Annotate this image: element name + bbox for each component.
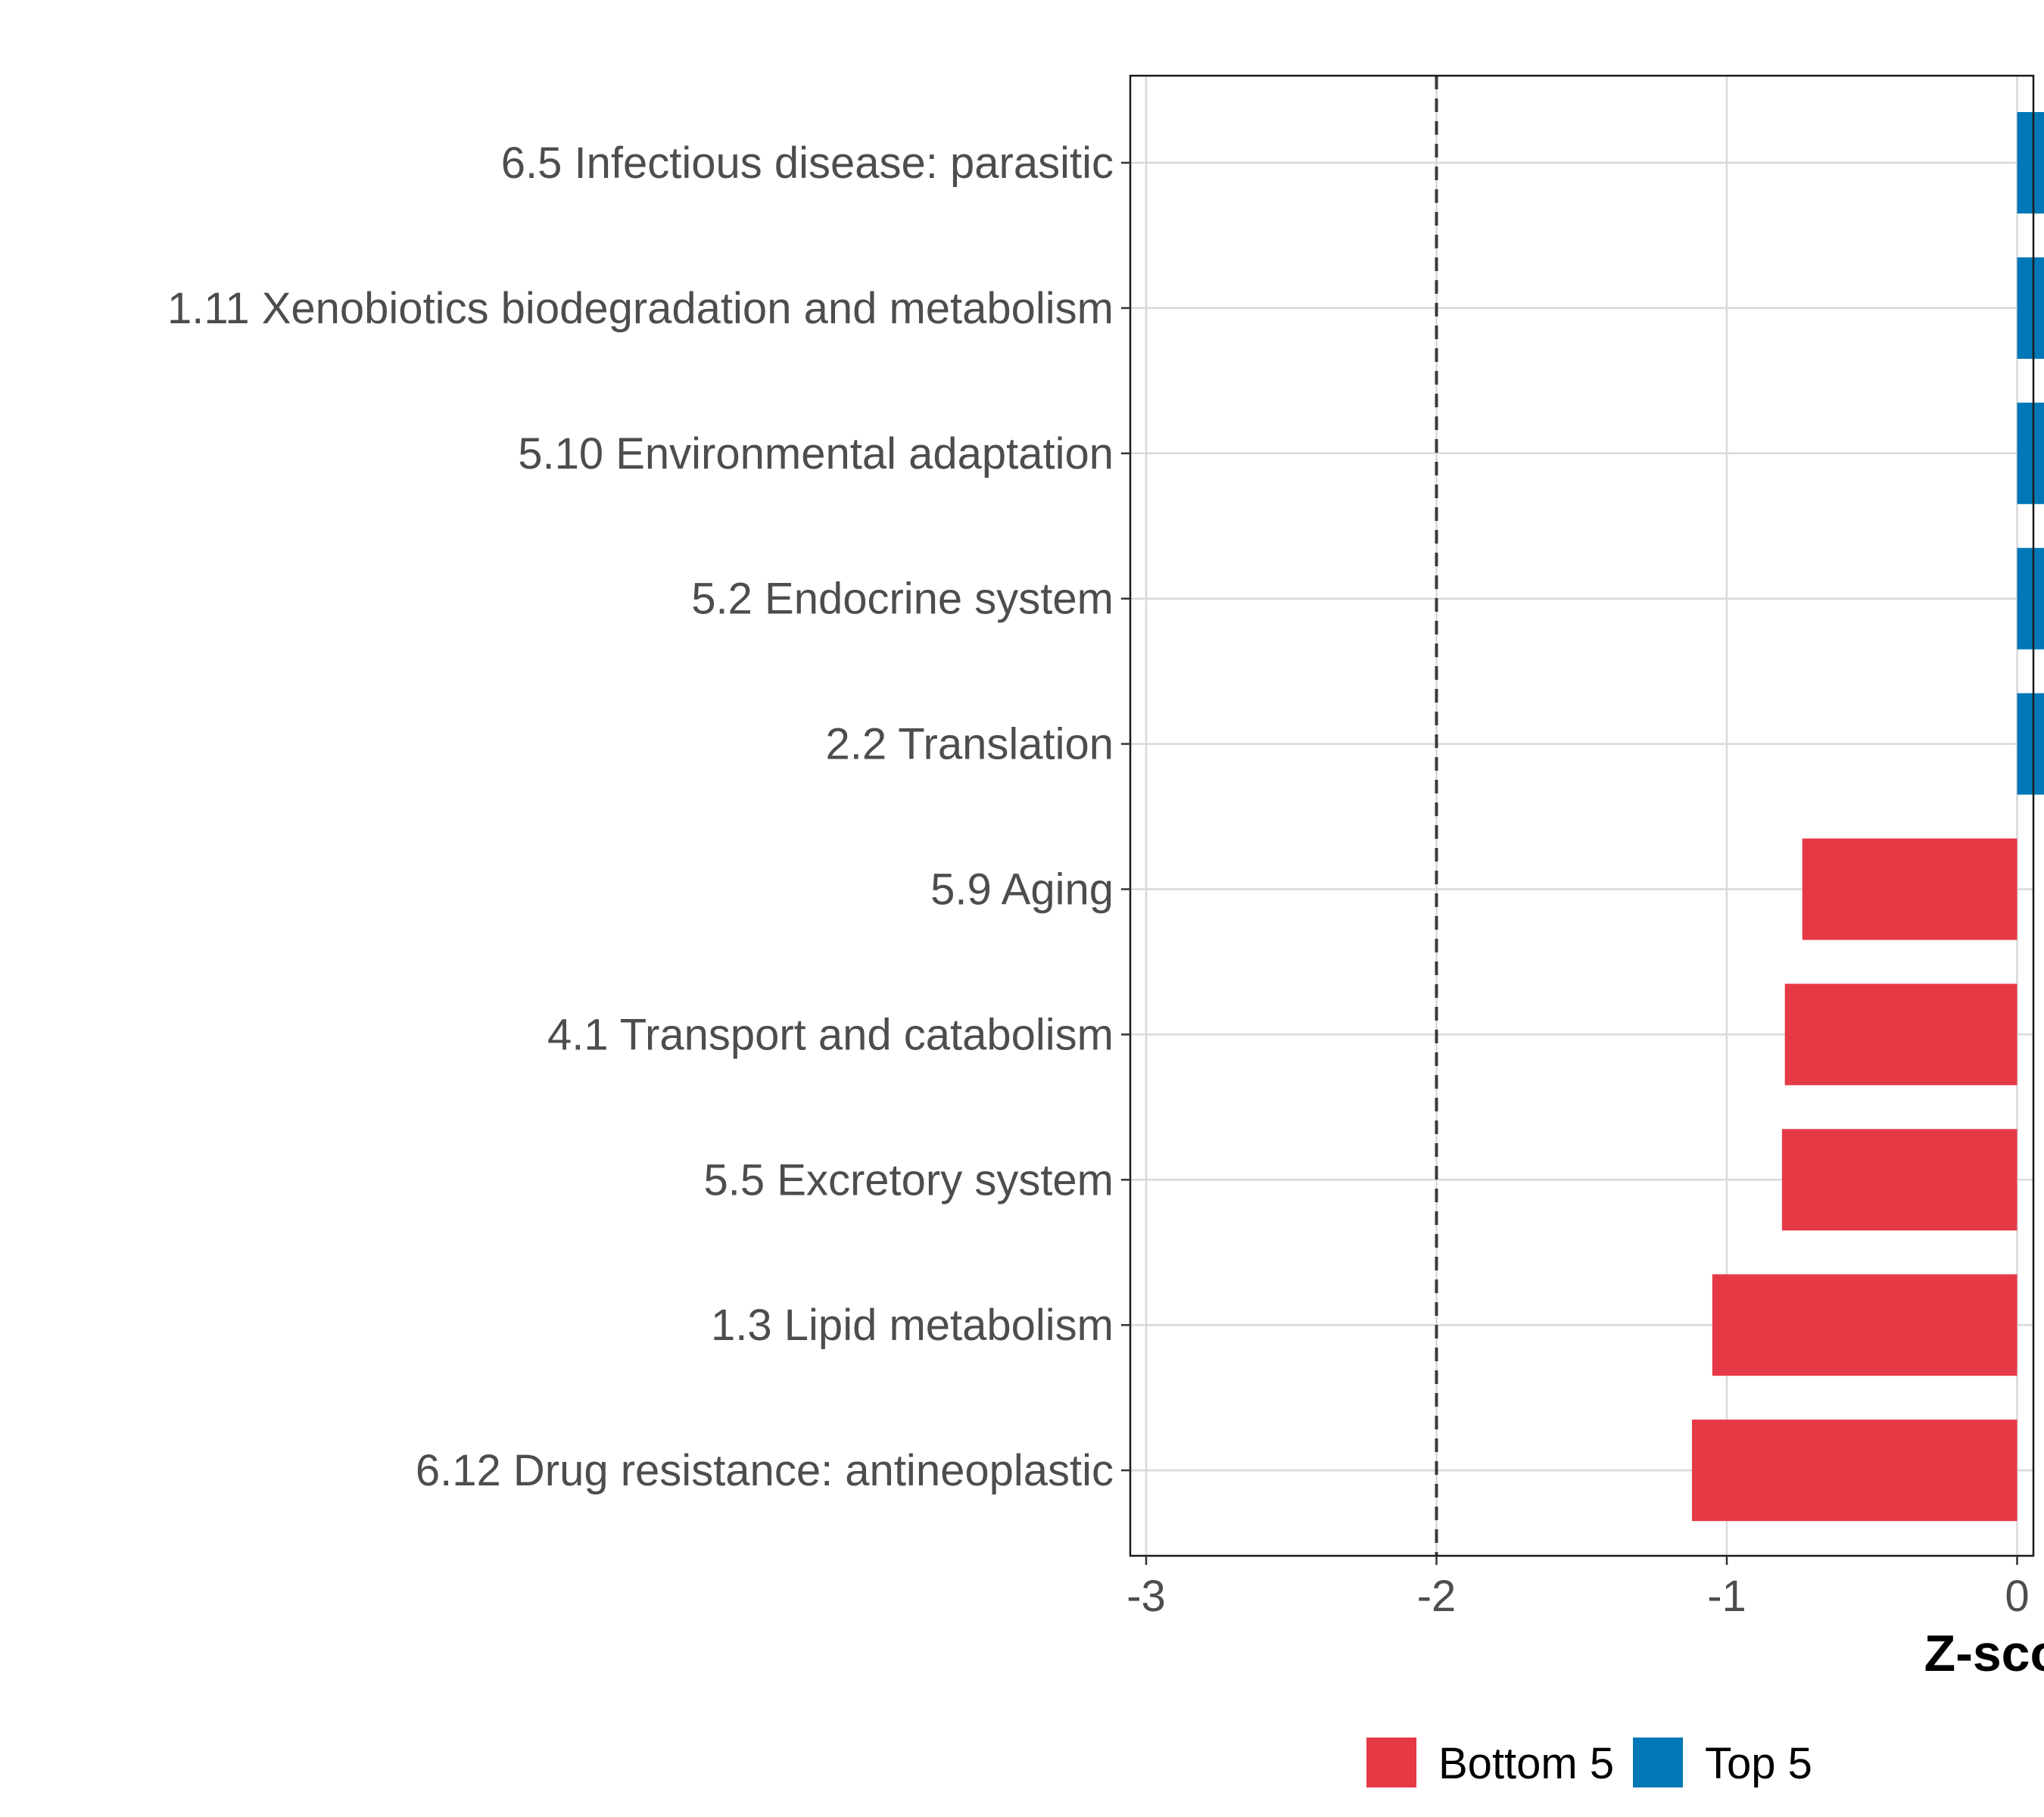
bar	[2017, 402, 2044, 504]
x-tick-label: -3	[1126, 1572, 1166, 1621]
category-label: 5.10 Environmental adaptation	[518, 429, 1114, 478]
bar	[1691, 1420, 2018, 1522]
bar	[2017, 693, 2044, 795]
category-label: 4.1 Transport and catabolism	[547, 1010, 1114, 1059]
y-axis: 6.5 Infectious disease: parasitic 1.11 Xe…	[167, 139, 1130, 1495]
x-axis: -3-2-10123	[1126, 1556, 2030, 1621]
legend-label: Top 5	[1705, 1739, 1812, 1788]
legend: Bottom 5 Top 5	[1366, 1738, 1812, 1788]
bar	[1784, 983, 2018, 1086]
category-label: 1.11 Xenobiotics biodegradation and meta…	[167, 284, 1114, 333]
category-label: 1.3 Lipid metabolism	[711, 1301, 1114, 1350]
legend-label: Bottom 5	[1438, 1739, 1614, 1788]
category-label: 5.9 Aging	[930, 865, 1114, 915]
bar	[2017, 112, 2044, 213]
reference-lines	[1435, 76, 1438, 1556]
bar	[2017, 257, 2044, 359]
bars	[1691, 112, 2044, 1522]
bar	[1712, 1274, 2018, 1376]
category-label: 5.2 Endocrine system	[691, 575, 1114, 624]
category-label: 5.5 Excretory system	[704, 1155, 1114, 1205]
legend-swatch	[1366, 1738, 1416, 1787]
x-axis-title: Z-score	[1924, 1625, 2044, 1682]
x-tick-label: -1	[1707, 1572, 1746, 1621]
plot-panel-border	[1129, 74, 2035, 1557]
bar	[1802, 838, 2018, 940]
bar	[1781, 1129, 2018, 1231]
x-tick-label: -2	[1417, 1572, 1457, 1621]
category-label: 6.12 Drug resistance: antineoplastic	[416, 1446, 1114, 1495]
legend-swatch	[1633, 1738, 1683, 1787]
bar	[2017, 547, 2044, 650]
category-label: 2.2 Translation	[826, 720, 1114, 769]
category-label: 6.5 Infectious disease: parasitic	[501, 139, 1114, 188]
x-tick-label: 0	[2005, 1572, 2029, 1621]
